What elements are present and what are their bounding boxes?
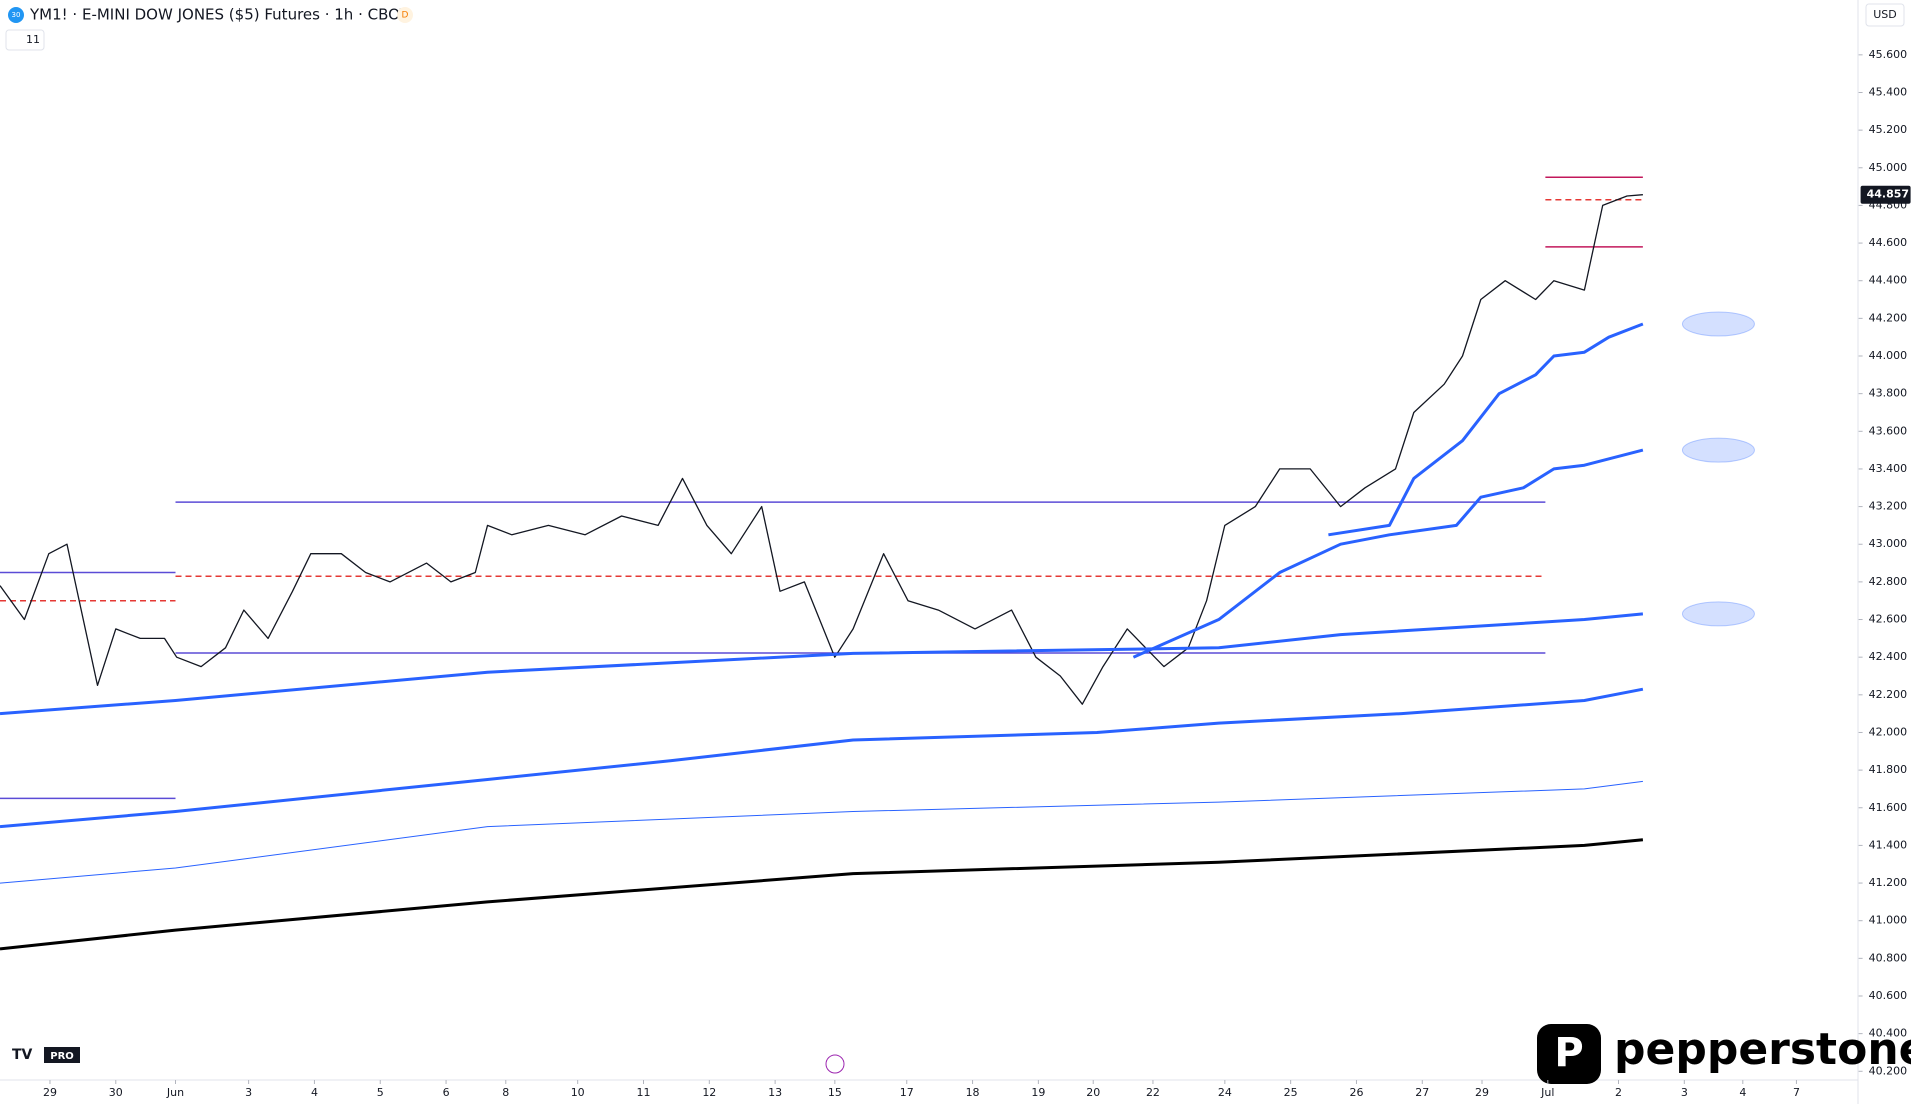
flag-icon (397, 7, 413, 23)
brand-logo-letter: P (1554, 1030, 1583, 1076)
x-tick-label: 24 (1218, 1086, 1232, 1099)
x-tick-label: 15 (828, 1086, 842, 1099)
x-tick-label: Jun (166, 1086, 184, 1099)
currency: USD (1873, 8, 1897, 21)
y-tick-label: 43.200 (1869, 500, 1908, 513)
x-tick-label: 3 (245, 1086, 252, 1099)
x-tick-label: 26 (1349, 1086, 1363, 1099)
series-line (0, 194, 1643, 705)
tv-pro-badge (44, 1047, 80, 1063)
y-tick-label: 43.400 (1869, 462, 1908, 475)
indicator-count: 11 (26, 33, 40, 46)
x-tick-label: 17 (900, 1086, 914, 1099)
x-tick-label: 30 (109, 1086, 123, 1099)
y-tick-label: 44.600 (1869, 236, 1908, 249)
series-line (1328, 322, 1644, 537)
target-zone (1681, 311, 1755, 337)
tv-logo: TV (12, 1047, 33, 1063)
y-tick-label: 44.400 (1869, 274, 1908, 287)
last-price-tag (1860, 185, 1911, 204)
y-tick-label: 40.800 (1869, 951, 1908, 964)
plot (0, 176, 1755, 951)
target-zone (1681, 601, 1755, 627)
y-tick-label: 40.200 (1869, 1064, 1908, 1077)
flag: D (402, 11, 409, 21)
x-tick-label: 2 (1615, 1086, 1622, 1099)
x-tick-label: 12 (702, 1086, 716, 1099)
indicator-toggle[interactable] (5, 29, 45, 51)
series-line (1132, 448, 1644, 659)
series-line (0, 838, 1644, 951)
x-tick-label: 29 (1475, 1086, 1489, 1099)
brand-name: pepperstone (1614, 1024, 1911, 1075)
series-line (0, 612, 1644, 716)
currency-button[interactable] (1865, 3, 1905, 27)
x-tick-label: 5 (377, 1086, 384, 1099)
x-tick-label: Jul (1540, 1086, 1554, 1099)
x-tick-label: 3 (1681, 1086, 1688, 1099)
y-tick-label: 42.600 (1869, 613, 1908, 626)
y-tick-label: 41.400 (1869, 838, 1908, 851)
x-tick-label: 6 (443, 1086, 450, 1099)
x-tick-label: 11 (637, 1086, 651, 1099)
symbol-title[interactable]: YM1! · E-MINI DOW JONES ($5) Futures · 1… (29, 6, 410, 24)
x-tick-label: 4 (1739, 1086, 1746, 1099)
symbol-icon (8, 7, 24, 23)
series-line (0, 687, 1644, 829)
y-tick-label: 45.000 (1869, 161, 1908, 174)
y-tick-label: 42.000 (1869, 725, 1908, 738)
y-tick-label: 45.600 (1869, 48, 1908, 61)
x-tick-label: 7 (1793, 1086, 1800, 1099)
goto-realtime[interactable] (825, 1054, 845, 1074)
y-tick-label: 42.200 (1869, 688, 1908, 701)
y-tick-label: 40.400 (1869, 1027, 1908, 1040)
x-tick-label: 20 (1086, 1086, 1100, 1099)
y-tick-label: 41.600 (1869, 801, 1908, 814)
y-tick-label: 44.200 (1869, 311, 1908, 324)
symbol-badge: 30 (12, 11, 21, 19)
brand-logo (1537, 1024, 1601, 1084)
y-tick-label: 41.000 (1869, 914, 1908, 927)
y-tick-label: 42.800 (1869, 575, 1908, 588)
y-tick-label: 45.400 (1869, 85, 1908, 98)
x-tick-label: 22 (1146, 1086, 1160, 1099)
x-tick-label: 4 (311, 1086, 318, 1099)
x-tick-label: 19 (1031, 1086, 1045, 1099)
y-tick-label: 43.800 (1869, 387, 1908, 400)
y-tick-label: 42.400 (1869, 650, 1908, 663)
y-tick-label: 43.600 (1869, 424, 1908, 437)
x-tick-label: 10 (571, 1086, 585, 1099)
tv-pro: PRO (50, 1051, 74, 1062)
y-tick-label: 43.000 (1869, 537, 1908, 550)
y-tick-label: 45.200 (1869, 123, 1908, 136)
y-tick-label: 41.800 (1869, 763, 1908, 776)
last-price-label: 44.857 (1867, 188, 1909, 201)
y-tick-label: 40.600 (1869, 989, 1908, 1002)
x-tick-label: 18 (966, 1086, 980, 1099)
y-tick-label: 41.200 (1869, 876, 1908, 889)
x-tick-label: 29 (43, 1086, 57, 1099)
series-line (0, 780, 1643, 884)
y-tick-label: 44.000 (1869, 349, 1908, 362)
x-tick-label: 27 (1415, 1086, 1429, 1099)
target-zone (1681, 437, 1755, 463)
x-tick-label: 13 (768, 1086, 782, 1099)
x-tick-label: 25 (1284, 1086, 1298, 1099)
x-tick-label: 8 (502, 1086, 509, 1099)
